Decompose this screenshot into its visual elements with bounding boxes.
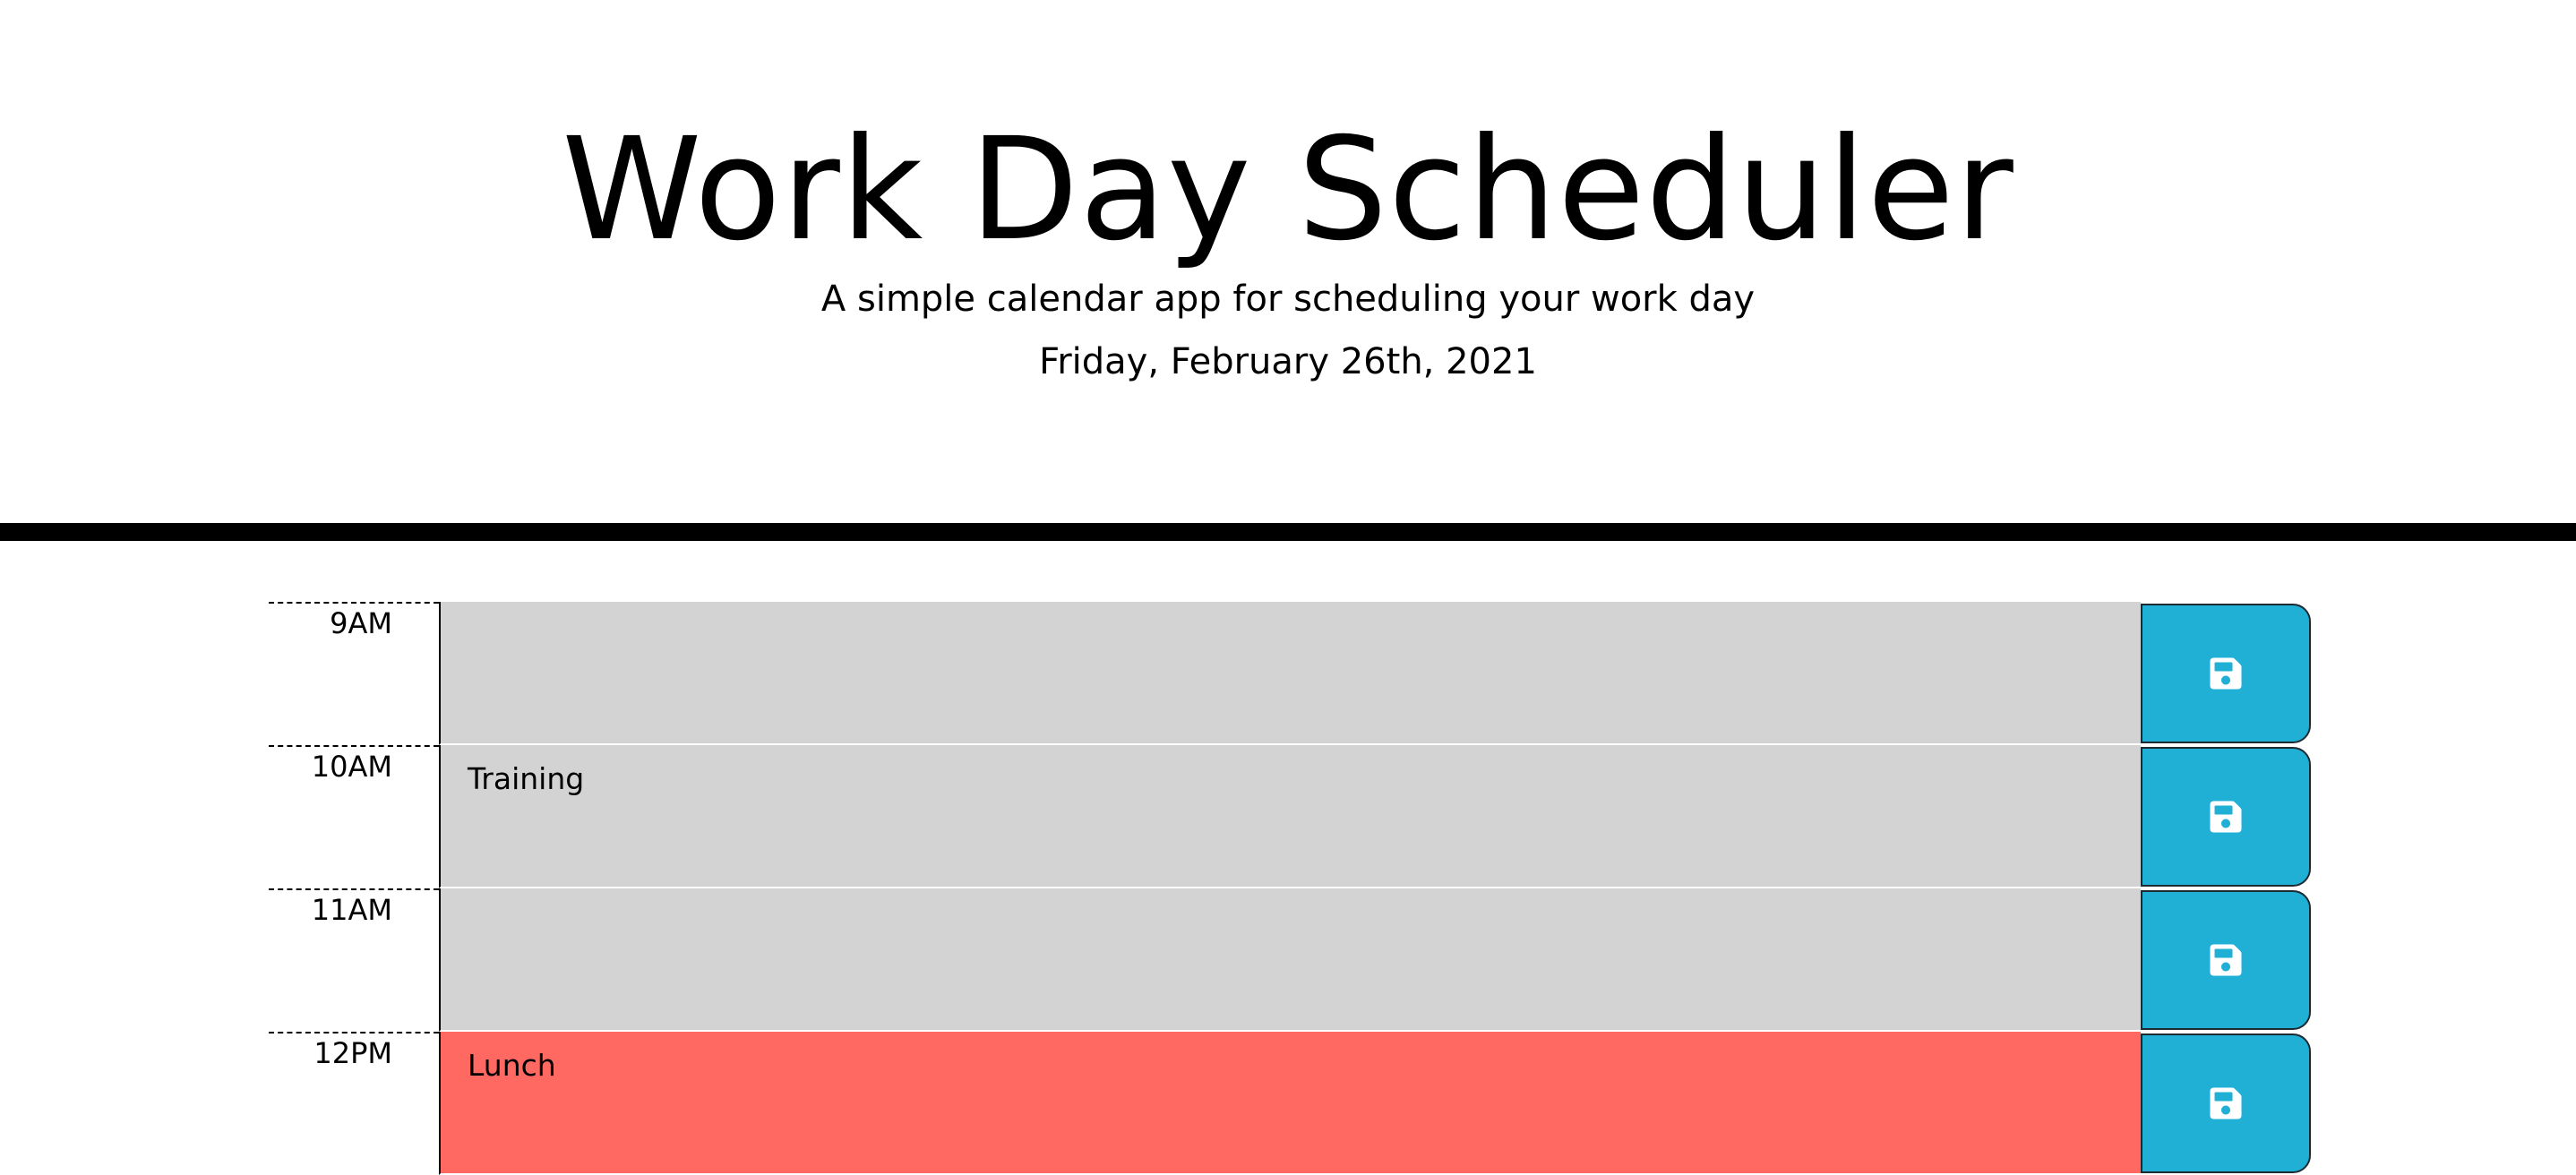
event-description[interactable]: [439, 602, 2141, 745]
save-button[interactable]: [2141, 890, 2311, 1030]
save-button[interactable]: [2141, 604, 2311, 743]
save-button[interactable]: [2141, 1033, 2311, 1173]
hour-text: 9AM: [330, 606, 392, 640]
hour-label: 11AM: [269, 888, 439, 1032]
hour-text: 10AM: [311, 750, 392, 784]
current-day: Friday, February 26th, 2021: [1039, 341, 1537, 382]
page-subtitle: A simple calendar app for scheduling you…: [820, 279, 1756, 320]
floppy-disk-icon: [2210, 657, 2242, 690]
floppy-disk-icon: [2210, 944, 2242, 976]
time-block-10am: 10AM Training: [269, 745, 2311, 888]
schedule-container: 9AM 10AM Training 11AM: [269, 602, 2311, 1175]
time-block-9am: 9AM: [269, 602, 2311, 745]
time-block-11am: 11AM: [269, 888, 2311, 1032]
header: Work Day Scheduler A simple calendar app…: [0, 0, 2576, 541]
event-description[interactable]: Lunch: [439, 1032, 2141, 1175]
page-title: Work Day Scheduler: [562, 107, 2014, 272]
hour-label: 12PM: [269, 1032, 439, 1175]
save-button[interactable]: [2141, 747, 2311, 887]
floppy-disk-icon: [2210, 1087, 2242, 1119]
hour-text: 11AM: [311, 893, 392, 927]
hour-label: 9AM: [269, 602, 439, 745]
time-block-12pm: 12PM Lunch: [269, 1032, 2311, 1175]
hour-label: 10AM: [269, 745, 439, 888]
event-description[interactable]: Training: [439, 745, 2141, 888]
hour-text: 12PM: [313, 1036, 392, 1070]
event-description[interactable]: [439, 888, 2141, 1032]
floppy-disk-icon: [2210, 801, 2242, 833]
